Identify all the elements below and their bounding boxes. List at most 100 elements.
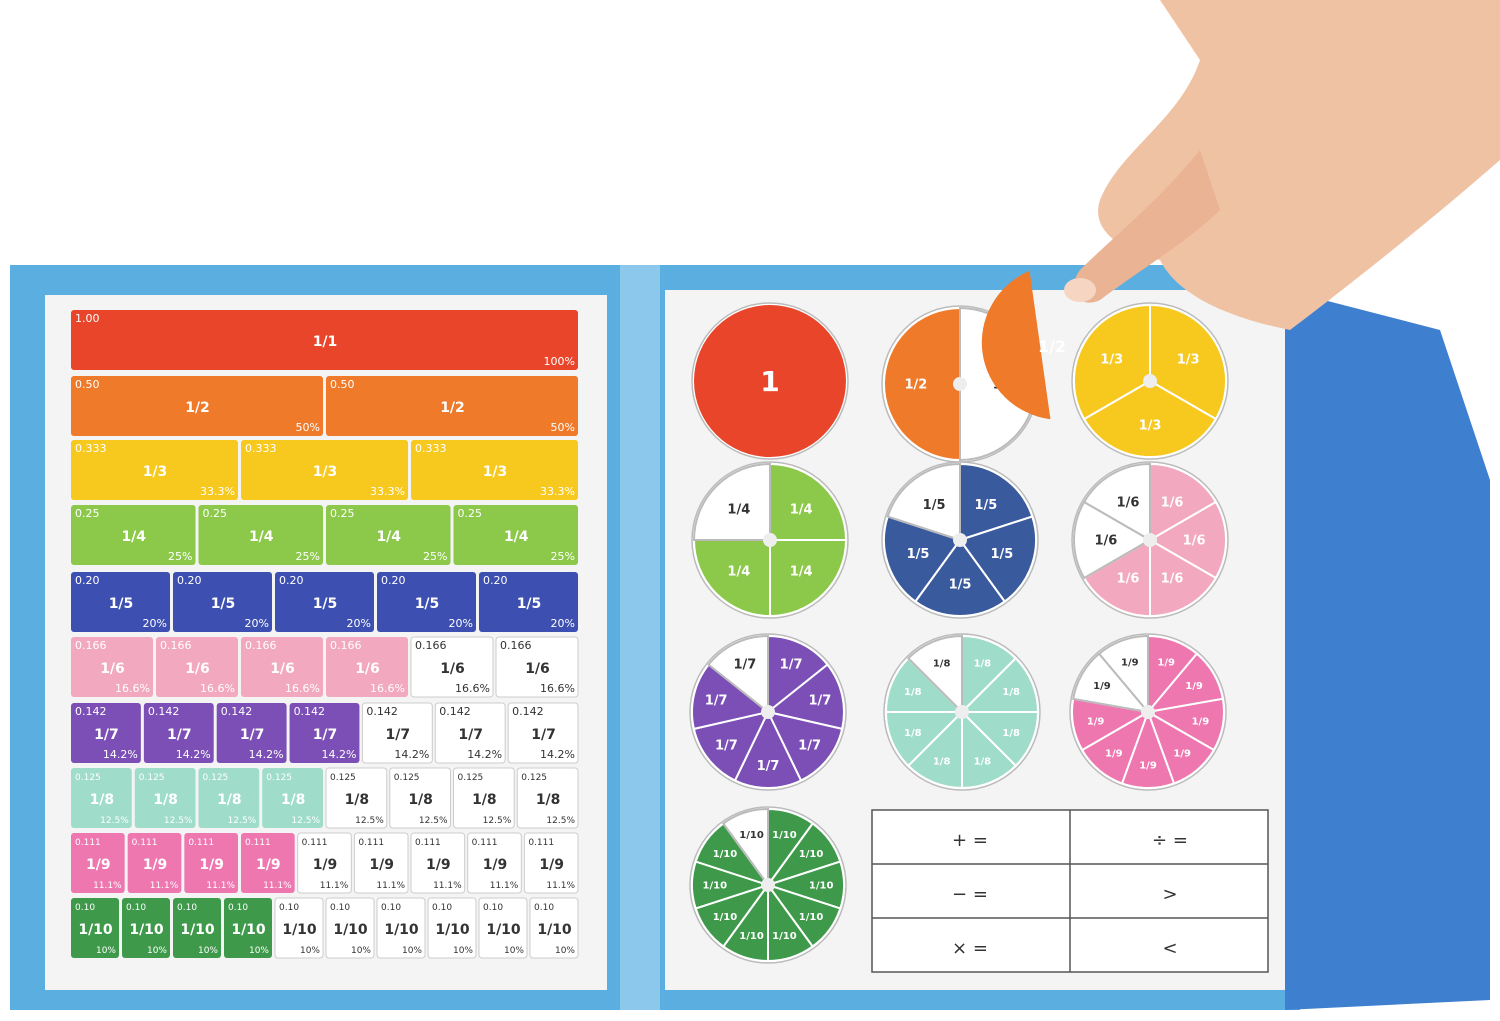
bar-percent: 20% [143,617,167,630]
fraction-bar-piece: 0.10 1/10 10% [376,897,426,959]
bar-decimal: 0.111 [472,838,498,848]
bar-fraction: 1/9 [369,857,394,873]
fraction-circle-1-10: 1/101/101/101/101/101/101/101/101/101/10 [689,806,847,964]
bar-percent: 10% [351,946,371,956]
fraction-bar-row-1-7: 0.1421/714.2%0.1421/714.2%0.1421/714.2%0… [71,702,579,764]
circle-piece-label: 1/8 [933,757,951,768]
fraction-bar-piece: 0.125 1/8 12.5% [262,768,323,828]
circle-piece-label: 1/6 [1161,572,1184,587]
circle-piece-label: 1/7 [757,759,780,774]
bar-piece-shape [262,768,323,828]
circle-piece-label: 1/10 [739,931,764,942]
bar-percent: 16.6% [540,682,575,695]
bar-percent: 11.1% [546,881,575,891]
fraction-bar-piece: 0.111 1/9 11.1% [241,833,295,893]
bar-fraction: 1/7 [458,727,483,743]
bar-decimal: 0.111 [188,838,214,848]
bar-percent: 11.1% [206,881,235,891]
bar-decimal: 0.142 [512,705,544,718]
circle-piece-label: 1/8 [933,658,951,669]
bar-decimal: 0.166 [160,639,192,652]
bar-piece-shape [478,897,528,959]
bar-percent: 10% [147,946,167,956]
bar-percent: 14.2% [394,748,429,761]
fraction-bar-piece: 0.20 1/5 20% [275,572,374,632]
bar-fraction: 1/7 [313,727,338,743]
circle-piece [906,634,963,715]
bar-piece-shape [122,898,170,958]
circle-piece-label: 1/9 [1173,748,1191,759]
circle-piece-label: 1/8 [1002,687,1020,698]
bar-fraction: 1/4 [376,529,401,545]
circle-hub [953,377,967,391]
bar-piece-shape [184,833,238,893]
circle-piece [883,515,962,603]
bar-piece-shape [216,703,287,763]
fraction-bar-piece: 0.166 1/6 16.6% [326,637,408,697]
fraction-bar-piece: 0.10 1/10 10% [122,898,170,958]
bar-percent: 20% [245,617,269,630]
circle-piece [886,462,961,542]
bar-decimal: 0.20 [75,574,100,587]
circle-piece [691,663,771,731]
bar-piece-shape [479,572,578,632]
bar-fraction: 1/4 [504,529,529,545]
fraction-bar-piece: 0.25 1/4 25% [71,505,196,565]
fraction-circle-1: 1 [691,302,849,460]
bar-percent: 11.1% [320,881,349,891]
circle-piece-label: 1/10 [772,931,797,942]
bar-percent: 20% [347,617,371,630]
fraction-bar-row-1-8: 0.1251/812.5%0.1251/812.5%0.1251/812.5%0… [71,767,579,829]
circle-piece [959,656,1040,713]
circle-piece [961,634,1018,715]
fraction-bar-row-1-1: 1.00 1/1 100% [71,310,578,370]
fraction-bar-piece: 0.10 1/10 10% [71,898,119,958]
circle-piece [959,462,1034,542]
circle-piece [884,656,965,713]
bar-decimal: 0.10 [432,903,452,913]
circle-piece [692,539,771,618]
bar-piece-shape [326,376,578,436]
bar-decimal: 0.50 [330,378,355,391]
fraction-bar-piece: 0.111 1/9 11.1% [410,832,466,894]
circle-piece-label: 1/5 [991,547,1014,562]
bar-fraction: 1/7 [167,727,192,743]
circle-piece [958,515,1037,603]
bar-piece-shape [523,832,579,894]
bar-percent: 10% [300,946,320,956]
circle-piece-label: 1/7 [715,739,738,754]
bar-decimal: 0.125 [394,773,420,783]
table-cell: × = [952,938,988,959]
bar-fraction: 1/10 [180,922,215,938]
fraction-circle-1-9: 1/9 1/9 1/9 1/9 1/9 1/9 1/9 1/9 1/9 [1069,633,1227,791]
bar-decimal: 0.25 [75,507,100,520]
fraction-bar-piece: 0.111 1/9 11.1% [184,833,238,893]
bar-percent: 20% [449,617,473,630]
hand-thumb [1073,150,1220,303]
fraction-bar-piece: 0.20 1/5 20% [71,572,170,632]
table-cell: > [1162,884,1177,905]
bar-decimal: 0.10 [534,903,554,913]
circle-piece [1082,462,1151,542]
circle-piece-label: 1/7 [705,694,728,709]
bar-decimal: 0.125 [458,773,484,783]
bar-percent: 12.5% [164,816,193,826]
bar-piece-shape [326,505,451,565]
bar-percent: 12.5% [355,816,384,826]
bar-decimal: 0.125 [266,773,292,783]
bar-decimal: 0.111 [358,838,384,848]
fraction-bar-piece: 0.111 1/9 11.1% [297,832,352,894]
bar-piece-shape [71,440,238,500]
bar-piece-shape [427,897,477,959]
bar-decimal: 0.166 [245,639,277,652]
bar-fraction: 1/6 [355,661,380,677]
circle-piece-label: 1/5 [974,498,997,513]
bar-decimal: 0.333 [245,442,277,455]
bar-fraction: 1/6 [100,661,125,677]
table-cell: + = [952,830,988,851]
circle-hub [1143,374,1157,388]
bar-fraction: 1/9 [426,857,451,873]
bar-piece-shape [507,702,579,764]
bar-percent: 50% [296,421,320,434]
circle-piece [961,709,1018,790]
